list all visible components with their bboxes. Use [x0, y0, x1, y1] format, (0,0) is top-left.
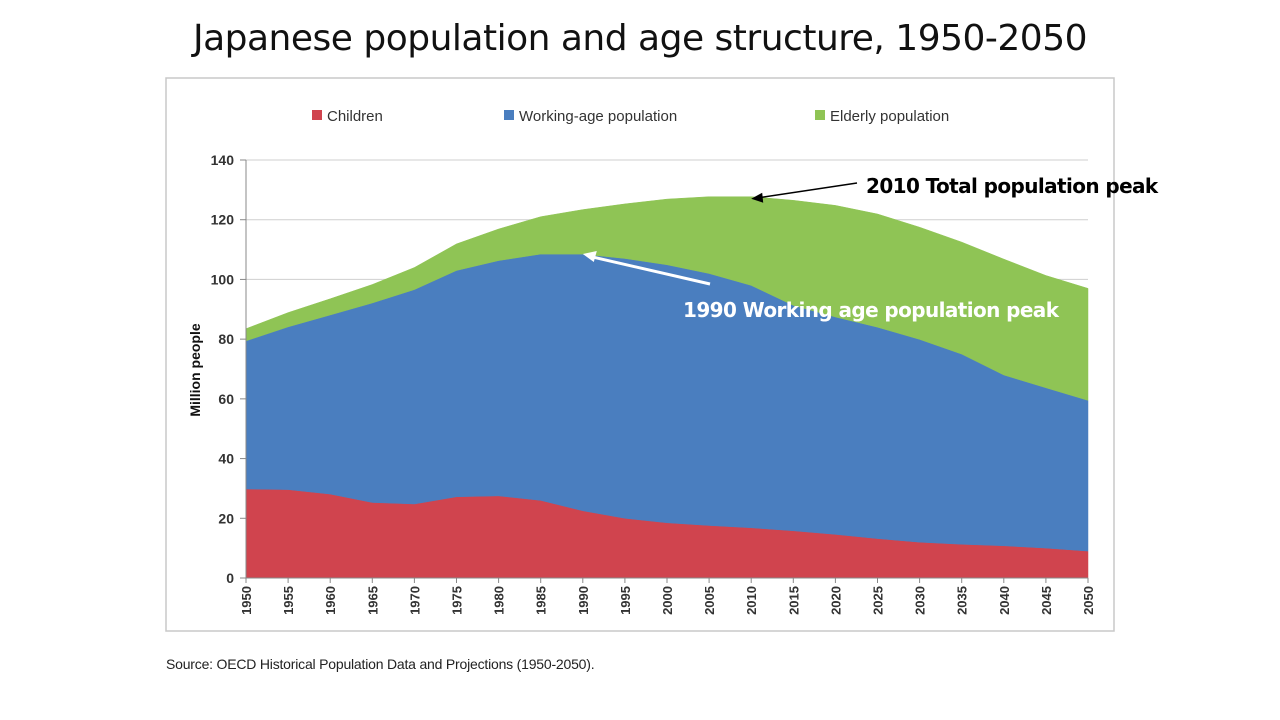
x-tick-label: 2020: [828, 586, 843, 615]
x-tick-label: 2050: [1081, 586, 1096, 615]
x-tick-label: 2015: [786, 586, 801, 615]
x-tick-label: 1985: [534, 586, 549, 615]
y-axis-title: Million people: [187, 323, 203, 417]
x-tick-label: 1970: [407, 586, 422, 615]
legend-label: Children: [327, 108, 383, 125]
y-tick-label: 0: [226, 570, 234, 586]
y-tick-label: 20: [218, 510, 234, 526]
x-tick-label: 2040: [997, 586, 1012, 615]
x-tick-label: 2030: [913, 586, 928, 615]
x-tick-label: 1980: [492, 586, 507, 615]
x-tick-label: 2005: [702, 586, 717, 615]
legend-swatch: [815, 110, 825, 120]
y-tick-label: 80: [218, 331, 234, 347]
source-note: Source: OECD Historical Population Data …: [166, 656, 595, 672]
legend: Children Working-age population Elderly po…: [312, 108, 949, 125]
x-tick-label: 2010: [744, 586, 759, 615]
annotation-arrow-line: [592, 255, 711, 286]
y-tick-label: 60: [218, 391, 234, 407]
annotation-arrow-line: [759, 182, 858, 199]
legend-label: Working-age population: [519, 108, 677, 125]
x-tick-label: 1950: [239, 586, 254, 615]
annotation-arrow-head: [751, 192, 764, 203]
x-tick-label: 1960: [323, 586, 338, 615]
annotation-arrow-head: [582, 251, 597, 263]
annotation-working-age-peak: 1990 Working age population peak: [683, 298, 1060, 322]
legend-swatch: [312, 110, 322, 120]
x-tick-label: 2025: [871, 586, 886, 615]
legend-label: Elderly population: [830, 108, 949, 125]
legend-swatch: [504, 110, 514, 120]
x-tick-label: 1990: [576, 586, 591, 615]
x-tick-label: 2045: [1039, 586, 1054, 615]
y-tick-label: 100: [211, 271, 235, 287]
x-tick-label: 2035: [955, 586, 970, 615]
y-tick-label: 140: [211, 152, 235, 168]
annotation-total-peak: 2010 Total population peak: [866, 174, 1159, 198]
x-tick-label: 1975: [450, 586, 465, 615]
area-elderly-population: [245, 196, 1089, 401]
x-tick-label: 2000: [660, 586, 675, 615]
x-tick-label: 1995: [618, 586, 633, 615]
page-title: Japanese population and age structure, 1…: [192, 18, 1088, 59]
x-tick-label: 1965: [365, 586, 380, 615]
x-tick-label: 1955: [281, 586, 296, 615]
y-tick-label: 120: [211, 212, 235, 228]
area-layer: [245, 196, 1089, 579]
y-tick-label: 40: [218, 451, 234, 467]
annotations: 2010 Total population peak 1990 Working a…: [582, 174, 1160, 322]
